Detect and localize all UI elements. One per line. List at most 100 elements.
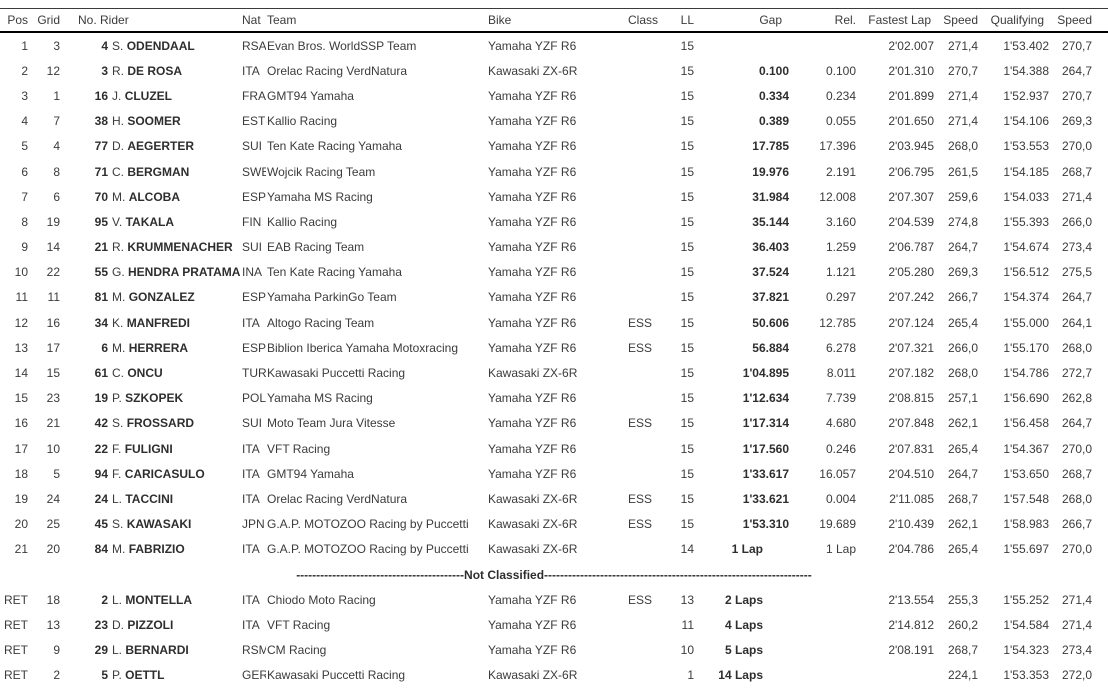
fastest-lap-cell: 2'07.321 — [888, 340, 934, 355]
rider-initial: L. — [112, 643, 123, 658]
fastest-speed-cell: 264,7 — [947, 466, 978, 481]
gap-cell: 0.389 — [758, 114, 789, 129]
qualifying-speed-cell: 271,4 — [1061, 617, 1092, 632]
rider-initial: S. — [112, 38, 124, 53]
fastest-speed-cell: 260,2 — [947, 617, 978, 632]
team-cell: Kallio Racing — [267, 214, 338, 229]
team-cell: GMT94 Yamaha — [267, 466, 354, 481]
fastest-lap-cell: 2'10.439 — [888, 517, 934, 532]
divider-dashes-right: ----------------------------------------… — [544, 567, 812, 582]
team-cell: Altogo Racing Team — [267, 315, 375, 330]
header-row: Pos Grid No. Rider Nat Team Bike Class L… — [0, 8, 1108, 33]
qualifying-cell: 1'56.512 — [1003, 265, 1049, 280]
gap-cell: 37.821 — [752, 290, 789, 305]
header-no-rider: No. Rider — [61, 8, 240, 33]
result-row: 8 19 95 V. TAKALA FIN Kallio Racing Yama… — [0, 209, 1108, 234]
pos-cell: 8 — [21, 214, 28, 229]
result-row: 6 8 71 C. BERGMAN SWE Wojcik Racing Team… — [0, 159, 1108, 184]
rider-name-cell: L. MONTELLA — [108, 587, 240, 612]
bike-cell: Kawasaki ZX-6R — [488, 63, 578, 78]
fastest-speed-cell: 264,7 — [947, 240, 978, 255]
rider-initial: J. — [112, 88, 122, 103]
team-cell: Chiodo Moto Racing — [267, 592, 376, 607]
rel-cell: 4.680 — [825, 416, 856, 431]
rel-cell: 0.297 — [825, 290, 856, 305]
class-cell — [614, 663, 658, 688]
class-cell — [614, 285, 658, 310]
result-row: 2 12 3 R. DE ROSA ITA Orelac Racing Verd… — [0, 58, 1108, 83]
pos-cell: 18 — [14, 466, 28, 481]
grid-cell: 8 — [53, 164, 60, 179]
rider-surname: MONTELLA — [125, 592, 193, 607]
rider-surname: CARICASULO — [124, 466, 205, 481]
fastest-lap-cell: 2'04.510 — [888, 466, 934, 481]
class-cell — [614, 83, 658, 108]
fastest-speed-cell: 271,4 — [947, 38, 978, 53]
rider-number-cell: 23 — [94, 617, 108, 632]
nat-cell: ITA — [242, 63, 260, 78]
header-pos: Pos — [0, 8, 30, 33]
pos-cell: 20 — [14, 517, 28, 532]
laps-cell: 15 — [680, 214, 694, 229]
pos-cell: RET — [4, 592, 28, 607]
grid-cell: 7 — [53, 114, 60, 129]
result-row: 21 20 84 M. FABRIZIO ITA G.A.P. MOTOZOO … — [0, 537, 1108, 562]
not-classified-divider-row: ----------------------------------------… — [0, 562, 1108, 587]
laps-cell: 15 — [680, 164, 694, 179]
pos-cell: 4 — [21, 114, 28, 129]
qualifying-speed-cell: 273,4 — [1061, 643, 1092, 658]
fastest-lap-cell: 2'11.085 — [889, 491, 934, 506]
rider-name-cell: S. ODENDAAL — [108, 32, 240, 58]
rider-surname: PIZZOLI — [127, 617, 174, 632]
nat-cell: ITA — [242, 491, 260, 506]
header-fastest-lap: Fastest Lap — [857, 8, 935, 33]
laps-cell: 15 — [680, 265, 694, 280]
qualifying-speed-cell: 269,3 — [1061, 114, 1092, 129]
rider-initial: F. — [112, 466, 122, 481]
rider-surname: TACCINI — [125, 491, 174, 506]
gap-cell: 50.606 — [752, 315, 789, 330]
rider-name-cell: C. BERGMAN — [108, 159, 240, 184]
fastest-lap-cell: 2'07.831 — [888, 441, 934, 456]
fastest-lap-cell: 2'01.899 — [888, 88, 934, 103]
rider-number-cell: 55 — [94, 265, 108, 280]
class-cell: ESS — [628, 491, 653, 506]
rider-number-cell: 29 — [94, 643, 108, 658]
fastest-lap-cell: 2'02.007 — [888, 38, 934, 53]
nat-cell: FIN — [242, 214, 262, 229]
rel-cell: 0.100 — [825, 63, 856, 78]
fastest-lap-cell: 2'03.945 — [888, 139, 934, 154]
rider-number-cell: 42 — [94, 416, 108, 431]
rider-number-cell: 70 — [94, 189, 108, 204]
bike-cell: Yamaha YZF R6 — [488, 617, 577, 632]
laps-cell: 15 — [680, 139, 694, 154]
qualifying-cell: 1'54.584 — [1003, 617, 1049, 632]
header-gap: Gap — [695, 8, 791, 33]
result-row: 20 25 45 S. KAWASAKI JPN G.A.P. MOTOZOO … — [0, 512, 1108, 537]
fastest-speed-cell: 266,7 — [947, 290, 978, 305]
team-cell: Wojcik Racing Team — [267, 164, 376, 179]
rel-cell: 1.259 — [825, 240, 856, 255]
team-cell: Kallio Racing — [267, 114, 338, 129]
team-cell: Evan Bros. WorldSSP Team — [267, 38, 417, 53]
nat-cell: ITA — [242, 441, 260, 456]
rider-name-cell: D. PIZZOLI — [108, 612, 240, 637]
rider-surname: OETTL — [125, 668, 165, 683]
qualifying-speed-cell: 266,0 — [1061, 214, 1092, 229]
grid-cell: 12 — [46, 63, 60, 78]
rel-cell: 12.008 — [819, 189, 856, 204]
nat-cell: POL — [242, 391, 266, 406]
class-cell — [614, 109, 658, 134]
team-cell: GMT94 Yamaha — [267, 88, 354, 103]
rider-number-cell: 95 — [94, 214, 108, 229]
divider-dashes-left: ----------------------------------------… — [296, 567, 465, 582]
qualifying-speed-cell: 262,8 — [1061, 391, 1092, 406]
grid-cell: 19 — [46, 214, 60, 229]
rider-name-cell: M. HERRERA — [108, 335, 240, 360]
rider-initial: M. — [112, 542, 126, 557]
laps-cell: 15 — [680, 189, 694, 204]
header-bike: Bike — [487, 8, 614, 33]
qualifying-cell: 1'55.000 — [1003, 315, 1049, 330]
bike-cell: Yamaha YZF R6 — [488, 265, 577, 280]
